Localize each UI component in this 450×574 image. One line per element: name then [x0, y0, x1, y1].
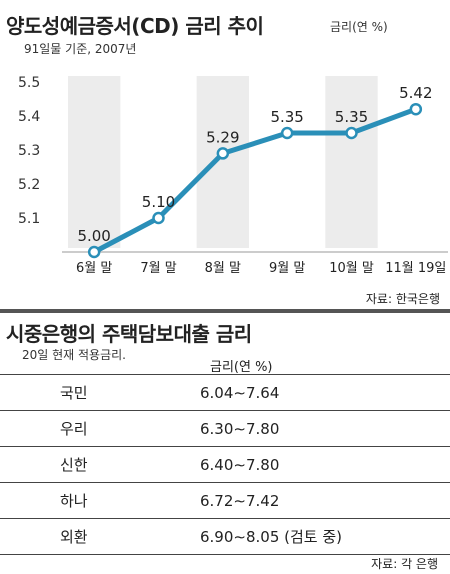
data-point: [152, 211, 165, 225]
x-tick-label: 6월 말: [76, 261, 112, 276]
table-row: 하나 6.72∼7.42: [0, 482, 450, 519]
data-point: [216, 147, 230, 160]
rate-range: 6.04∼7.64: [200, 374, 450, 411]
chart-title: 양도성예금증서(CD) 금리 추이: [6, 14, 264, 38]
data-point: [280, 126, 294, 140]
chart-band: [196, 76, 249, 248]
table-column-header: 금리(연 %): [210, 360, 273, 375]
bank-name: 신한: [0, 446, 200, 483]
bank-name: 국민: [0, 374, 200, 411]
data-point: [345, 126, 358, 140]
table-row: 신한 6.40∼7.80: [0, 446, 450, 483]
data-label: 5.42: [399, 84, 432, 102]
x-tick-label: 8월 말: [205, 261, 241, 276]
data-label: 5.35: [335, 108, 368, 126]
rate-range: 6.30∼7.80: [200, 410, 450, 447]
cd-rate-line-chart: 5.1 5.2 5.3 5.4 5.5 6월 말 7월 말 8월 말 9월 말 10월 말 11월 …: [18, 75, 448, 276]
bank-name: 우리: [0, 410, 200, 447]
rate-range: 6.72∼7.42: [200, 482, 450, 519]
y-tick-label: 5.5: [18, 75, 40, 91]
data-point: [87, 245, 101, 259]
bank-name: 하나: [0, 482, 200, 519]
table-row: 우리 6.30∼7.80: [0, 410, 450, 447]
chart-source: 자료: 한국은행: [365, 292, 440, 306]
chart-subtitle: 91일물 기준, 2007년: [24, 42, 137, 56]
mortgage-rate-table: 국민 6.04∼7.64 우리 6.30∼7.80 신한 6.40∼7.80 하…: [0, 374, 450, 555]
data-label: 5.10: [142, 193, 175, 211]
data-point: [409, 102, 423, 116]
x-tick-label: 10월 말: [329, 261, 374, 276]
chart-band: [68, 76, 121, 248]
section-divider: [0, 309, 450, 313]
data-label: 5.00: [77, 227, 110, 245]
data-label: 5.35: [270, 108, 303, 126]
rate-range: 6.40∼7.80: [200, 446, 450, 483]
x-tick-label: 7월 말: [140, 261, 176, 276]
chart-band: [325, 76, 378, 248]
data-label: 5.29: [206, 128, 239, 146]
bank-name: 외환: [0, 518, 200, 555]
table-row: 국민 6.04∼7.64: [0, 374, 450, 411]
y-tick-label: 5.2: [18, 177, 40, 193]
y-tick-label: 5.4: [18, 109, 40, 125]
table-subtitle: 20일 현재 적용금리.: [22, 348, 126, 362]
chart-unit-label: 금리(연 %): [330, 20, 388, 34]
table-title: 시중은행의 주택담보대출 금리: [6, 322, 252, 346]
series-line: [92, 106, 417, 255]
x-tick-label: 9월 말: [269, 261, 305, 276]
y-tick-label: 5.3: [18, 143, 40, 159]
x-tick-label: 11월 19일: [385, 261, 446, 276]
table-row: 외환 6.90∼8.05 (검토 중): [0, 518, 450, 555]
rate-range: 6.90∼8.05 (검토 중): [200, 518, 450, 555]
table-source: 자료: 각 은행: [371, 557, 438, 571]
y-tick-label: 5.1: [18, 211, 40, 227]
